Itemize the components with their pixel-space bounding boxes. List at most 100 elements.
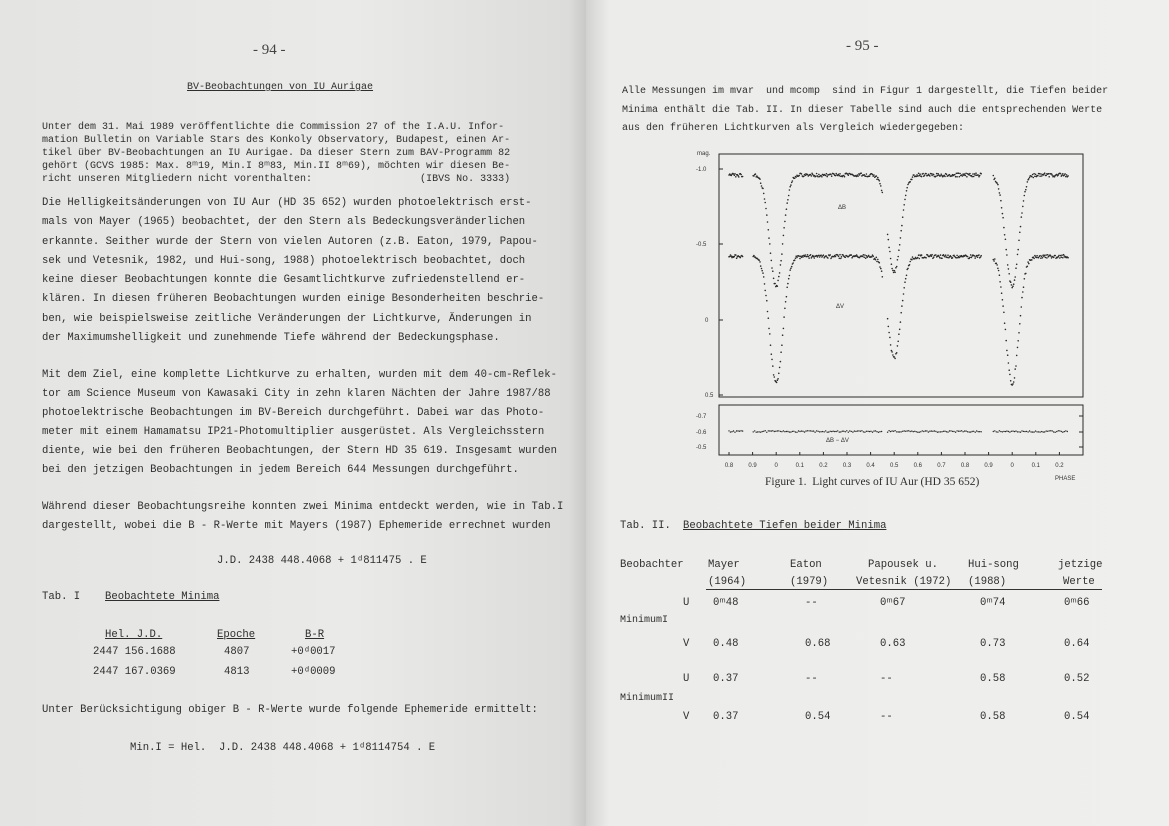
delta-v-point xyxy=(858,256,861,259)
delta-b-point xyxy=(765,207,767,210)
delta-b-point xyxy=(865,173,868,175)
table2-subheader: (1979) xyxy=(790,576,829,588)
delta-v-point xyxy=(1012,383,1014,385)
delta-b-point xyxy=(955,172,958,175)
delta-b-point xyxy=(903,204,905,206)
article-title: BV-Beobachtungen von IU Aurigae xyxy=(187,82,374,93)
delta-bv-point xyxy=(1030,431,1032,433)
delta-b-point xyxy=(1011,286,1013,289)
delta-bv-point xyxy=(834,430,836,433)
delta-b-point xyxy=(1031,175,1033,178)
delta-bv-point xyxy=(927,431,930,433)
delta-v-point xyxy=(796,256,798,259)
delta-bv-point xyxy=(1025,430,1028,433)
band-label: V xyxy=(683,711,690,723)
delta-v-point xyxy=(978,254,980,256)
delta-v-point xyxy=(1001,299,1004,301)
table2-subheader: (1964) xyxy=(708,576,747,588)
delta-bv-point xyxy=(948,430,951,432)
delta-b-point xyxy=(945,173,948,176)
text-line: keine dieser Beobachtungen konnte die Ge… xyxy=(42,274,526,287)
x-tick-label: 0.8 xyxy=(725,463,734,469)
delta-b-point xyxy=(818,173,820,176)
delta-v-point xyxy=(802,256,804,258)
delta-v-point xyxy=(1000,292,1003,295)
delta-bv-point xyxy=(963,430,966,432)
delta-v-point xyxy=(976,256,979,259)
delta-bv-point xyxy=(951,430,954,433)
delta-bv-point xyxy=(1009,431,1011,433)
delta-bv-point xyxy=(1042,431,1044,433)
x-tick-label: 0 xyxy=(775,463,779,469)
delta-v-point xyxy=(806,255,808,258)
delta-bv-point xyxy=(918,431,920,433)
delta-bv-point xyxy=(802,430,804,432)
delta-bv-point xyxy=(778,430,780,432)
delta-b-point xyxy=(1010,284,1013,286)
delta-b-point xyxy=(769,243,771,245)
delta-bv-point xyxy=(938,431,940,433)
delta-b-point xyxy=(1037,174,1039,177)
delta-b-point xyxy=(1004,238,1007,241)
delta-b-point xyxy=(935,172,938,175)
delta-b-point xyxy=(753,175,755,177)
delta-b-point xyxy=(1062,173,1064,175)
delta-b-point xyxy=(737,174,739,177)
minima-paragraph: Während dieser Beobachtungsreihe konnten… xyxy=(42,498,563,536)
delta-bv-point xyxy=(787,430,789,433)
delta-b-point xyxy=(975,172,977,174)
delta-v-point xyxy=(864,257,867,260)
delta-v-point xyxy=(1020,306,1023,308)
delta-bv-point xyxy=(1007,430,1010,433)
delta-bv-point xyxy=(1065,430,1067,432)
delta-bv-point xyxy=(977,431,979,433)
delta-v-point xyxy=(938,255,940,258)
delta-v-point xyxy=(1036,254,1038,257)
delta-b-point xyxy=(813,174,816,177)
x-tick-label: 0.8 xyxy=(961,463,970,469)
delta-v-point xyxy=(1008,369,1010,372)
delta-bv-point xyxy=(889,430,892,433)
delta-b-point xyxy=(948,173,951,176)
delta-v-point xyxy=(1023,278,1026,280)
delta-b-point xyxy=(860,172,862,174)
delta-v-point xyxy=(867,254,870,257)
delta-bv-point xyxy=(796,431,798,433)
delta-b-point xyxy=(909,181,911,183)
delta-bv-point xyxy=(770,430,772,432)
delta-v-point xyxy=(1067,256,1069,259)
delta-v-point xyxy=(793,259,796,262)
delta-b-point xyxy=(904,198,906,201)
delta-b-point xyxy=(905,190,908,192)
delta-v-point xyxy=(1032,256,1035,259)
delta-v-point xyxy=(739,256,742,259)
delta-bv-point xyxy=(800,430,803,432)
delta-v-point xyxy=(794,257,797,260)
delta-b-point xyxy=(1012,283,1015,286)
delta-b-point xyxy=(1022,205,1024,208)
delta-b-point xyxy=(1032,176,1035,179)
delta-b-point xyxy=(787,199,789,201)
delta-v-point xyxy=(840,257,842,260)
delta-v-point xyxy=(795,255,797,257)
delta-b-point xyxy=(1001,212,1004,215)
delta-v-point xyxy=(1040,257,1042,260)
delta-b-point xyxy=(973,173,976,175)
delta-v-point xyxy=(1033,257,1035,260)
curve-label-v: ΔV xyxy=(836,304,844,310)
delta-b-point xyxy=(778,272,781,274)
delta-bv-point xyxy=(921,430,923,432)
delta-v-point xyxy=(893,356,896,358)
delta-v-point xyxy=(776,379,779,382)
delta-b-point xyxy=(1021,212,1023,214)
delta-v-point xyxy=(780,351,782,354)
delta-b-point xyxy=(958,175,961,178)
delta-bv-point xyxy=(1022,430,1025,433)
delta-b-point xyxy=(954,175,957,178)
delta-v-point xyxy=(1022,286,1025,289)
delta-bv-point xyxy=(861,430,863,432)
delta-bv-point xyxy=(825,430,827,432)
text-line: dargestellt, wobei die B - R-Werte mit M… xyxy=(42,520,551,532)
delta-v-point xyxy=(896,345,899,347)
delta-b-point xyxy=(798,174,800,177)
